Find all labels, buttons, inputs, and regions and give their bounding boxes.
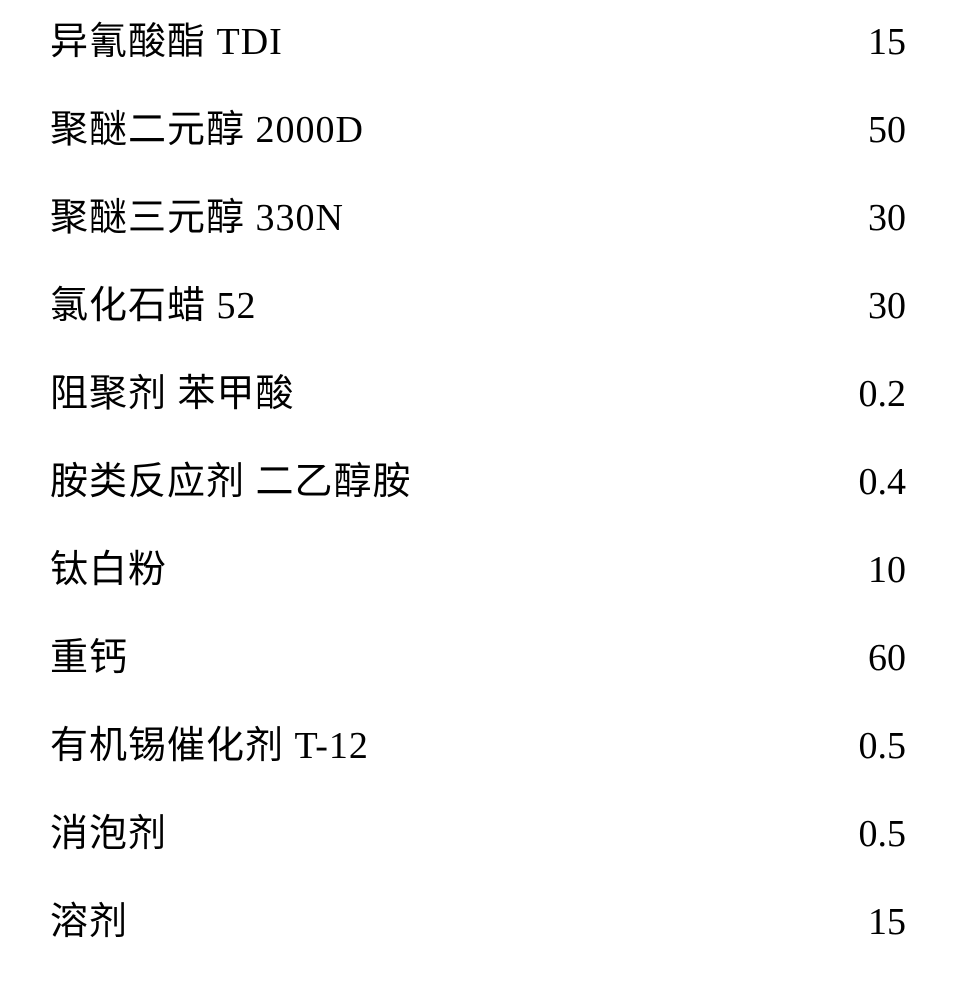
ingredient-value: 60 (786, 636, 906, 682)
table-row: 消泡剂 0.5 (50, 812, 906, 900)
ingredient-label: 钛白粉 (50, 548, 167, 594)
ingredient-value: 10 (786, 548, 906, 594)
ingredient-label: 消泡剂 (50, 812, 167, 858)
ingredient-label: 胺类反应剂 二乙醇胺 (50, 460, 412, 506)
table-row: 氯化石蜡 52 30 (50, 284, 906, 372)
ingredient-label: 异氰酸酯 TDI (50, 20, 283, 66)
ingredient-value: 15 (786, 900, 906, 946)
ingredient-value: 30 (786, 284, 906, 330)
table-row: 有机锡催化剂 T-12 0.5 (50, 724, 906, 812)
ingredient-value: 0.5 (786, 812, 906, 858)
table-row: 胺类反应剂 二乙醇胺 0.4 (50, 460, 906, 548)
ingredient-value: 0.5 (786, 724, 906, 770)
ingredient-label: 溶剂 (50, 900, 128, 946)
ingredient-label: 阻聚剂 苯甲酸 (50, 372, 295, 418)
table-row: 聚醚三元醇 330N 30 (50, 196, 906, 284)
ingredient-value: 0.2 (786, 372, 906, 418)
ingredient-value: 30 (786, 196, 906, 242)
ingredient-value: 15 (786, 20, 906, 66)
table-row: 溶剂 15 (50, 900, 906, 988)
table-row: 聚醚二元醇 2000D 50 (50, 108, 906, 196)
table-row: 重钙 60 (50, 636, 906, 724)
table-row: 异氰酸酯 TDI 15 (50, 20, 906, 108)
table-row: 钛白粉 10 (50, 548, 906, 636)
ingredient-label: 聚醚三元醇 330N (50, 196, 344, 242)
ingredient-label: 有机锡催化剂 T-12 (50, 724, 369, 770)
table-row: 阻聚剂 苯甲酸 0.2 (50, 372, 906, 460)
ingredient-value: 0.4 (786, 460, 906, 506)
ingredient-label: 重钙 (50, 636, 128, 682)
formula-table: 异氰酸酯 TDI 15 聚醚二元醇 2000D 50 聚醚三元醇 330N 30… (50, 20, 906, 988)
ingredient-label: 氯化石蜡 52 (50, 284, 257, 330)
ingredient-label: 聚醚二元醇 2000D (50, 108, 364, 154)
ingredient-value: 50 (786, 108, 906, 154)
